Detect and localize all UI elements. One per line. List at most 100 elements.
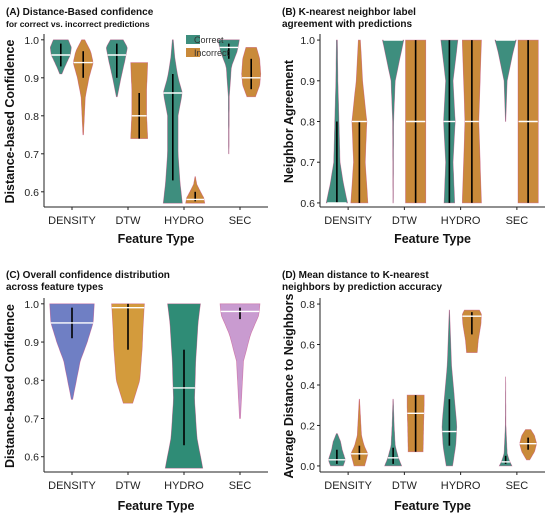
violin-correct-dtw: [105, 39, 128, 98]
violin-correct-hydro: [440, 39, 459, 204]
y-tick-label: 1.0: [24, 299, 39, 311]
violin-incorrect-hydro: [185, 176, 206, 204]
violin-overall-sec: [219, 303, 261, 419]
violin-incorrect-hydro: [461, 39, 482, 204]
x-tick-label: SEC: [506, 480, 529, 492]
violin-correct-hydro: [162, 39, 183, 204]
violin-body: [185, 176, 206, 204]
y-tick-label: 0.8: [300, 117, 315, 129]
violin-incorrect-density: [350, 398, 369, 467]
y-tick-label: 0.6: [24, 187, 39, 199]
x-tick-label: DTW: [392, 480, 418, 492]
violin-incorrect-sec: [241, 47, 262, 98]
panel-title: (C) Overall confidence distribution: [6, 270, 170, 281]
panel-subtitle: agreement with predictions: [282, 19, 412, 30]
violin-correct-dtw: [382, 39, 405, 204]
violin-body: [384, 398, 403, 467]
violin-body: [382, 39, 405, 204]
y-axis-label: Distance-based Confidence: [3, 39, 17, 203]
panel-title: (B) K-nearest neighbor label: [282, 7, 416, 18]
y-axis-label: Neighbor Agreement: [282, 59, 296, 183]
y-tick-label: 0.8: [24, 111, 39, 123]
violin-body: [73, 39, 94, 136]
x-tick-label: DENSITY: [48, 480, 96, 492]
x-tick-label: HYDRO: [164, 215, 204, 227]
x-tick-label: SEC: [229, 480, 252, 492]
y-tick-label: 0.8: [24, 375, 39, 387]
y-tick-label: 1.0: [300, 35, 315, 47]
x-axis-label: Feature Type: [118, 232, 195, 246]
y-tick-label: 0.7: [24, 413, 39, 425]
violin-overall-hydro: [164, 303, 204, 469]
violin-correct-density: [325, 39, 348, 204]
y-tick-label: 0.2: [300, 420, 315, 432]
violin-incorrect-density: [73, 39, 94, 136]
violin-correct-sec: [498, 376, 513, 467]
violin-incorrect-sec: [519, 429, 538, 461]
violin-body: [49, 303, 95, 400]
panel-d: (D) Mean distance to K-nearestneighbors …: [282, 270, 545, 513]
x-tick-label: SEC: [229, 215, 252, 227]
y-tick-label: 0.7: [300, 157, 315, 169]
legend: Correct Incorrect: [186, 35, 230, 58]
legend-label-correct: Correct: [194, 35, 224, 45]
violin-incorrect-sec: [517, 39, 539, 204]
y-axis-label: Distance-based Confidence: [3, 304, 17, 468]
x-tick-label: HYDRO: [441, 480, 481, 492]
violin-correct-sec: [217, 39, 240, 155]
x-tick-label: SEC: [506, 215, 529, 227]
violin-overall-density: [49, 303, 95, 400]
violin-incorrect-dtw: [130, 62, 149, 139]
violin-body: [494, 39, 517, 122]
x-tick-label: DTW: [392, 215, 418, 227]
y-tick-label: 0.0: [300, 461, 315, 473]
y-tick-label: 1.0: [24, 35, 39, 47]
y-tick-label: 0.9: [300, 76, 315, 88]
y-axis-label: Average Distance to Neighbors: [282, 293, 296, 478]
x-tick-label: DTW: [115, 215, 141, 227]
y-tick-label: 0.7: [24, 149, 39, 161]
legend-swatch-correct: [186, 35, 200, 44]
x-axis-label: Feature Type: [394, 499, 471, 513]
violin-body: [498, 376, 513, 467]
y-tick-label: 0.6: [300, 198, 315, 210]
violin-incorrect-density: [350, 39, 369, 204]
panel-title: (D) Mean distance to K-nearest: [282, 270, 429, 281]
violin-incorrect-dtw: [406, 394, 425, 453]
x-tick-label: HYDRO: [164, 480, 204, 492]
y-tick-label: 0.9: [24, 337, 39, 349]
y-tick-label: 0.4: [300, 380, 315, 392]
violin-incorrect-hydro: [461, 309, 482, 353]
violin-body: [350, 398, 369, 467]
violin-body: [219, 303, 261, 419]
violin-correct-dtw: [384, 398, 403, 467]
violin-body: [217, 39, 240, 155]
y-tick-label: 0.9: [24, 73, 39, 85]
panel-c: (C) Overall confidence distributionacros…: [3, 270, 268, 513]
y-tick-label: 0.8: [300, 299, 315, 311]
panel-subtitle: neighbors by prediction accuracy: [282, 282, 442, 293]
x-tick-label: DENSITY: [324, 215, 372, 227]
x-tick-label: DTW: [115, 480, 141, 492]
legend-label-incorrect: Incorrect: [194, 48, 230, 58]
violin-correct-density: [50, 39, 72, 75]
legend-swatch-incorrect: [186, 48, 200, 57]
x-tick-label: DENSITY: [48, 215, 96, 227]
x-axis-label: Feature Type: [118, 499, 195, 513]
x-tick-label: HYDRO: [441, 215, 481, 227]
y-tick-label: 0.6: [300, 340, 315, 352]
violin-incorrect-dtw: [405, 39, 427, 204]
y-tick-label: 0.6: [24, 452, 39, 464]
violin-body: [441, 309, 458, 467]
panel-title: (A) Distance-Based confidence: [6, 7, 154, 18]
violin-correct-density: [328, 433, 346, 467]
panel-subtitle: across feature types: [6, 282, 104, 293]
violin-correct-hydro: [441, 309, 458, 467]
violin-correct-sec: [494, 39, 517, 122]
violin-overall-dtw: [111, 303, 145, 404]
x-axis-label: Feature Type: [394, 232, 471, 246]
x-tick-label: DENSITY: [324, 480, 372, 492]
